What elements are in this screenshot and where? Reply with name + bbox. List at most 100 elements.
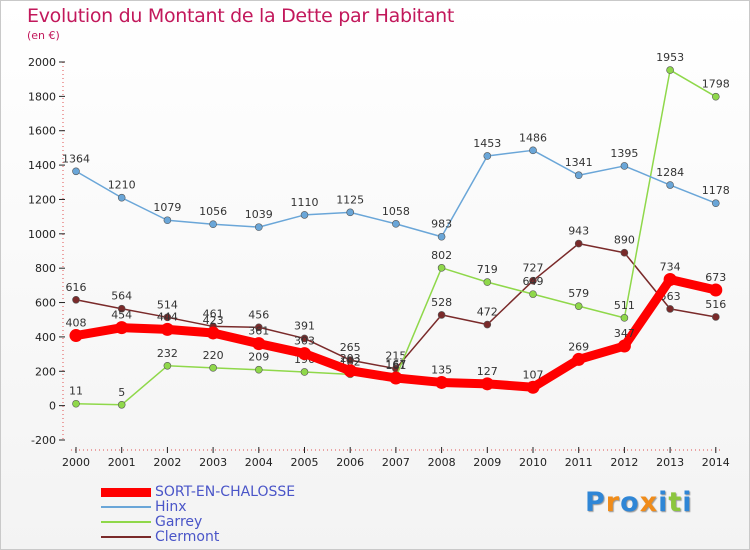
data-point xyxy=(300,368,309,376)
y-tick-label: 2000 xyxy=(28,56,56,69)
x-tick-label: 2012 xyxy=(610,456,638,469)
data-point xyxy=(483,278,492,286)
data-point xyxy=(209,364,217,372)
x-tick-label: 2000 xyxy=(62,456,90,469)
y-tick-label: 1400 xyxy=(28,159,56,172)
x-tick-label: 2014 xyxy=(702,456,730,469)
data-label: 528 xyxy=(431,296,452,309)
data-point xyxy=(209,220,217,228)
data-label: 514 xyxy=(157,298,178,311)
data-point xyxy=(117,304,126,313)
x-tick-label: 2007 xyxy=(382,456,410,469)
legend-swatch xyxy=(101,506,151,508)
data-label: 890 xyxy=(614,234,635,247)
data-point xyxy=(526,380,540,394)
data-label: 11 xyxy=(69,385,83,398)
chart-title: Evolution du Montant de la Dette par Hab… xyxy=(27,5,455,27)
data-label: 734 xyxy=(660,261,681,274)
data-point xyxy=(163,361,172,370)
legend-label: Hinx xyxy=(155,499,187,515)
data-point xyxy=(666,66,674,74)
data-label: 727 xyxy=(523,262,544,275)
data-point xyxy=(346,356,355,364)
x-tick-label: 2004 xyxy=(245,456,273,469)
data-label: 303 xyxy=(294,335,315,348)
x-tick-label: 2010 xyxy=(519,456,547,469)
data-label: 1125 xyxy=(336,193,364,206)
logo-letter: P xyxy=(585,487,606,518)
data-point xyxy=(389,371,403,385)
data-label: 265 xyxy=(340,341,361,354)
data-point xyxy=(160,322,174,336)
data-point xyxy=(69,329,83,343)
data-label: 579 xyxy=(568,287,589,300)
data-point xyxy=(117,193,126,202)
y-tick-label: 1600 xyxy=(28,125,56,138)
data-label: 983 xyxy=(431,218,452,231)
logo-letter: r xyxy=(605,487,621,518)
data-label: 220 xyxy=(203,349,224,362)
logo-letter: x xyxy=(639,487,659,518)
data-point xyxy=(300,334,309,343)
data-label: 616 xyxy=(66,281,87,294)
logo-letter: i xyxy=(682,487,693,518)
data-label: 1210 xyxy=(108,179,136,192)
data-point xyxy=(663,273,677,287)
x-tick-label: 2005 xyxy=(291,456,319,469)
data-label: 472 xyxy=(477,306,498,319)
legend-label: Clermont xyxy=(155,529,220,545)
data-point xyxy=(711,199,720,208)
logo-letter: o xyxy=(620,487,640,518)
data-point xyxy=(529,276,537,285)
data-point xyxy=(437,311,446,319)
data-label: 719 xyxy=(477,263,498,276)
legend-swatch xyxy=(101,488,151,497)
data-label: 1453 xyxy=(473,137,501,150)
data-label: 107 xyxy=(523,368,544,381)
logo-letter: i xyxy=(658,487,669,518)
y-tick-label: -200 xyxy=(31,434,56,447)
legend-swatch xyxy=(101,521,151,523)
data-point xyxy=(435,375,449,389)
data-label: 1079 xyxy=(153,201,181,214)
data-point xyxy=(437,264,446,272)
legend-label: SORT-EN-CHALOSSE xyxy=(155,484,296,500)
y-tick-label: 200 xyxy=(35,365,56,378)
data-label: 1953 xyxy=(656,51,684,64)
data-point xyxy=(572,352,586,366)
y-tick-label: 1200 xyxy=(28,193,56,206)
legend-label: Garrey xyxy=(155,514,203,530)
data-label: 408 xyxy=(66,317,87,330)
data-label: 564 xyxy=(111,290,132,303)
data-label: 1486 xyxy=(519,131,547,144)
data-label: 215 xyxy=(385,350,406,363)
data-point xyxy=(298,347,311,361)
data-label: 161 xyxy=(385,359,406,372)
data-point xyxy=(483,320,492,329)
data-label: 516 xyxy=(705,298,726,311)
data-label: 1056 xyxy=(199,205,227,218)
y-tick-label: 1000 xyxy=(28,228,56,241)
logo-letter: t xyxy=(668,487,683,518)
data-label: 444 xyxy=(157,310,178,323)
y-tick-label: 600 xyxy=(35,297,56,310)
data-label: 802 xyxy=(431,249,452,262)
data-point xyxy=(254,323,263,332)
data-label: 454 xyxy=(111,309,132,322)
data-label: 209 xyxy=(248,351,269,364)
data-point xyxy=(254,223,263,231)
data-point xyxy=(483,152,492,160)
y-tick-label: 0 xyxy=(49,400,56,413)
data-label: 1798 xyxy=(702,78,730,91)
data-point xyxy=(617,339,631,353)
data-point xyxy=(300,211,309,219)
data-point xyxy=(163,216,172,225)
data-point xyxy=(574,239,583,248)
data-label: 1364 xyxy=(62,152,90,165)
data-label: 5 xyxy=(118,386,125,399)
data-label: 1039 xyxy=(245,208,273,221)
data-point xyxy=(529,146,537,155)
data-label: 943 xyxy=(568,225,589,238)
data-point xyxy=(480,377,494,391)
data-label: 1395 xyxy=(610,147,638,160)
